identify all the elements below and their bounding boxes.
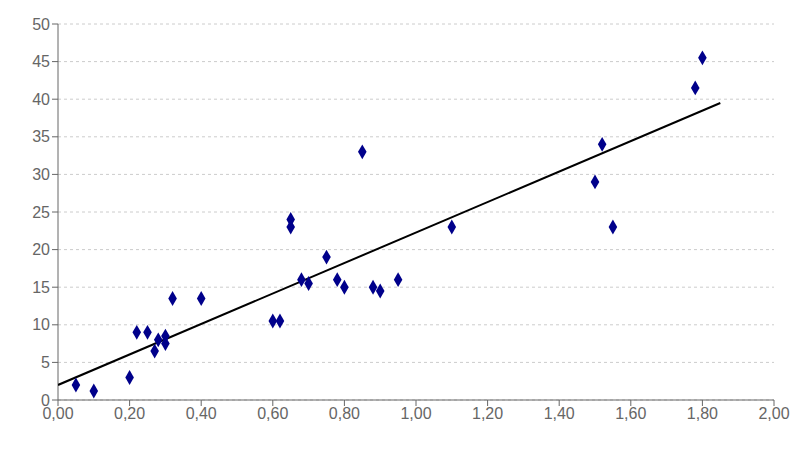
svg-text:35: 35 [32,128,50,145]
svg-text:1,80: 1,80 [687,405,718,422]
svg-text:0,00: 0,00 [42,405,74,423]
svg-text:25: 25 [32,204,50,221]
svg-text:5: 5 [41,354,50,371]
svg-text:40: 40 [32,91,50,108]
svg-text:30: 30 [32,166,50,183]
svg-text:1,00: 1,00 [400,405,431,422]
svg-text:0: 0 [41,392,50,409]
svg-text:0,20: 0,20 [114,405,145,422]
svg-text:10: 10 [32,316,50,333]
svg-text:0,40: 0,40 [186,405,217,422]
svg-text:50: 50 [32,16,50,33]
svg-text:1,60: 1,60 [615,405,646,422]
svg-text:1,20: 1,20 [472,405,503,422]
svg-text:0,80: 0,80 [329,405,360,422]
svg-text:1,40: 1,40 [544,405,575,422]
svg-text:2,00: 2,00 [758,405,789,422]
svg-text:45: 45 [32,53,50,70]
svg-text:0,60: 0,60 [257,405,288,422]
svg-text:20: 20 [32,241,50,258]
svg-text:15: 15 [32,279,50,296]
